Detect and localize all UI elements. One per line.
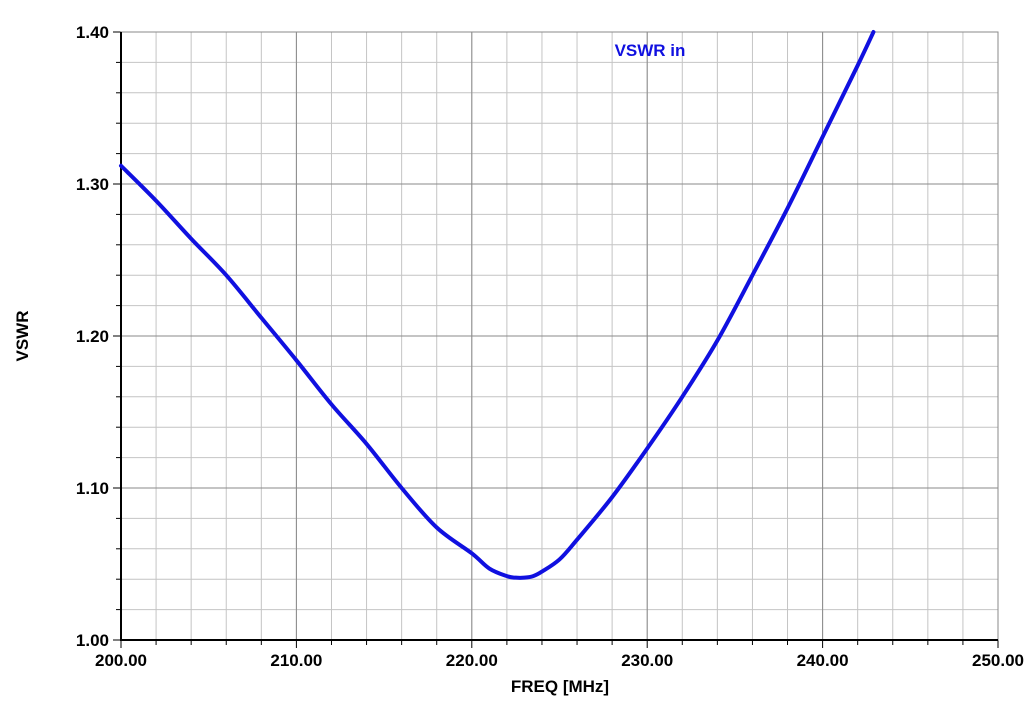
y-tick-label: 1.20: [76, 327, 109, 346]
y-tick-label: 1.30: [76, 175, 109, 194]
tick-labels: 200.00 210.00 220.00 230.00 240.00 250.00 1.00…: [76, 23, 1024, 670]
x-tick-label: 230.00: [621, 651, 673, 670]
x-axis-title: FREQ [MHz]: [511, 677, 609, 696]
x-tick-label: 250.00: [972, 651, 1024, 670]
y-tick-label: 1.10: [76, 479, 109, 498]
y-axis-title: VSWR: [13, 311, 32, 362]
legend-series-label: VSWR in: [615, 41, 686, 60]
series-layer: [119, 30, 876, 580]
series-line-vswr-in: [119, 30, 876, 580]
x-tick-label: 200.00: [95, 651, 147, 670]
y-tick-label: 1.00: [76, 631, 109, 650]
y-tick-label: 1.40: [76, 23, 109, 42]
x-tick-label: 220.00: [446, 651, 498, 670]
plot-frame: [120, 31, 999, 641]
x-tick-label: 240.00: [797, 651, 849, 670]
x-tick-label: 210.00: [270, 651, 322, 670]
